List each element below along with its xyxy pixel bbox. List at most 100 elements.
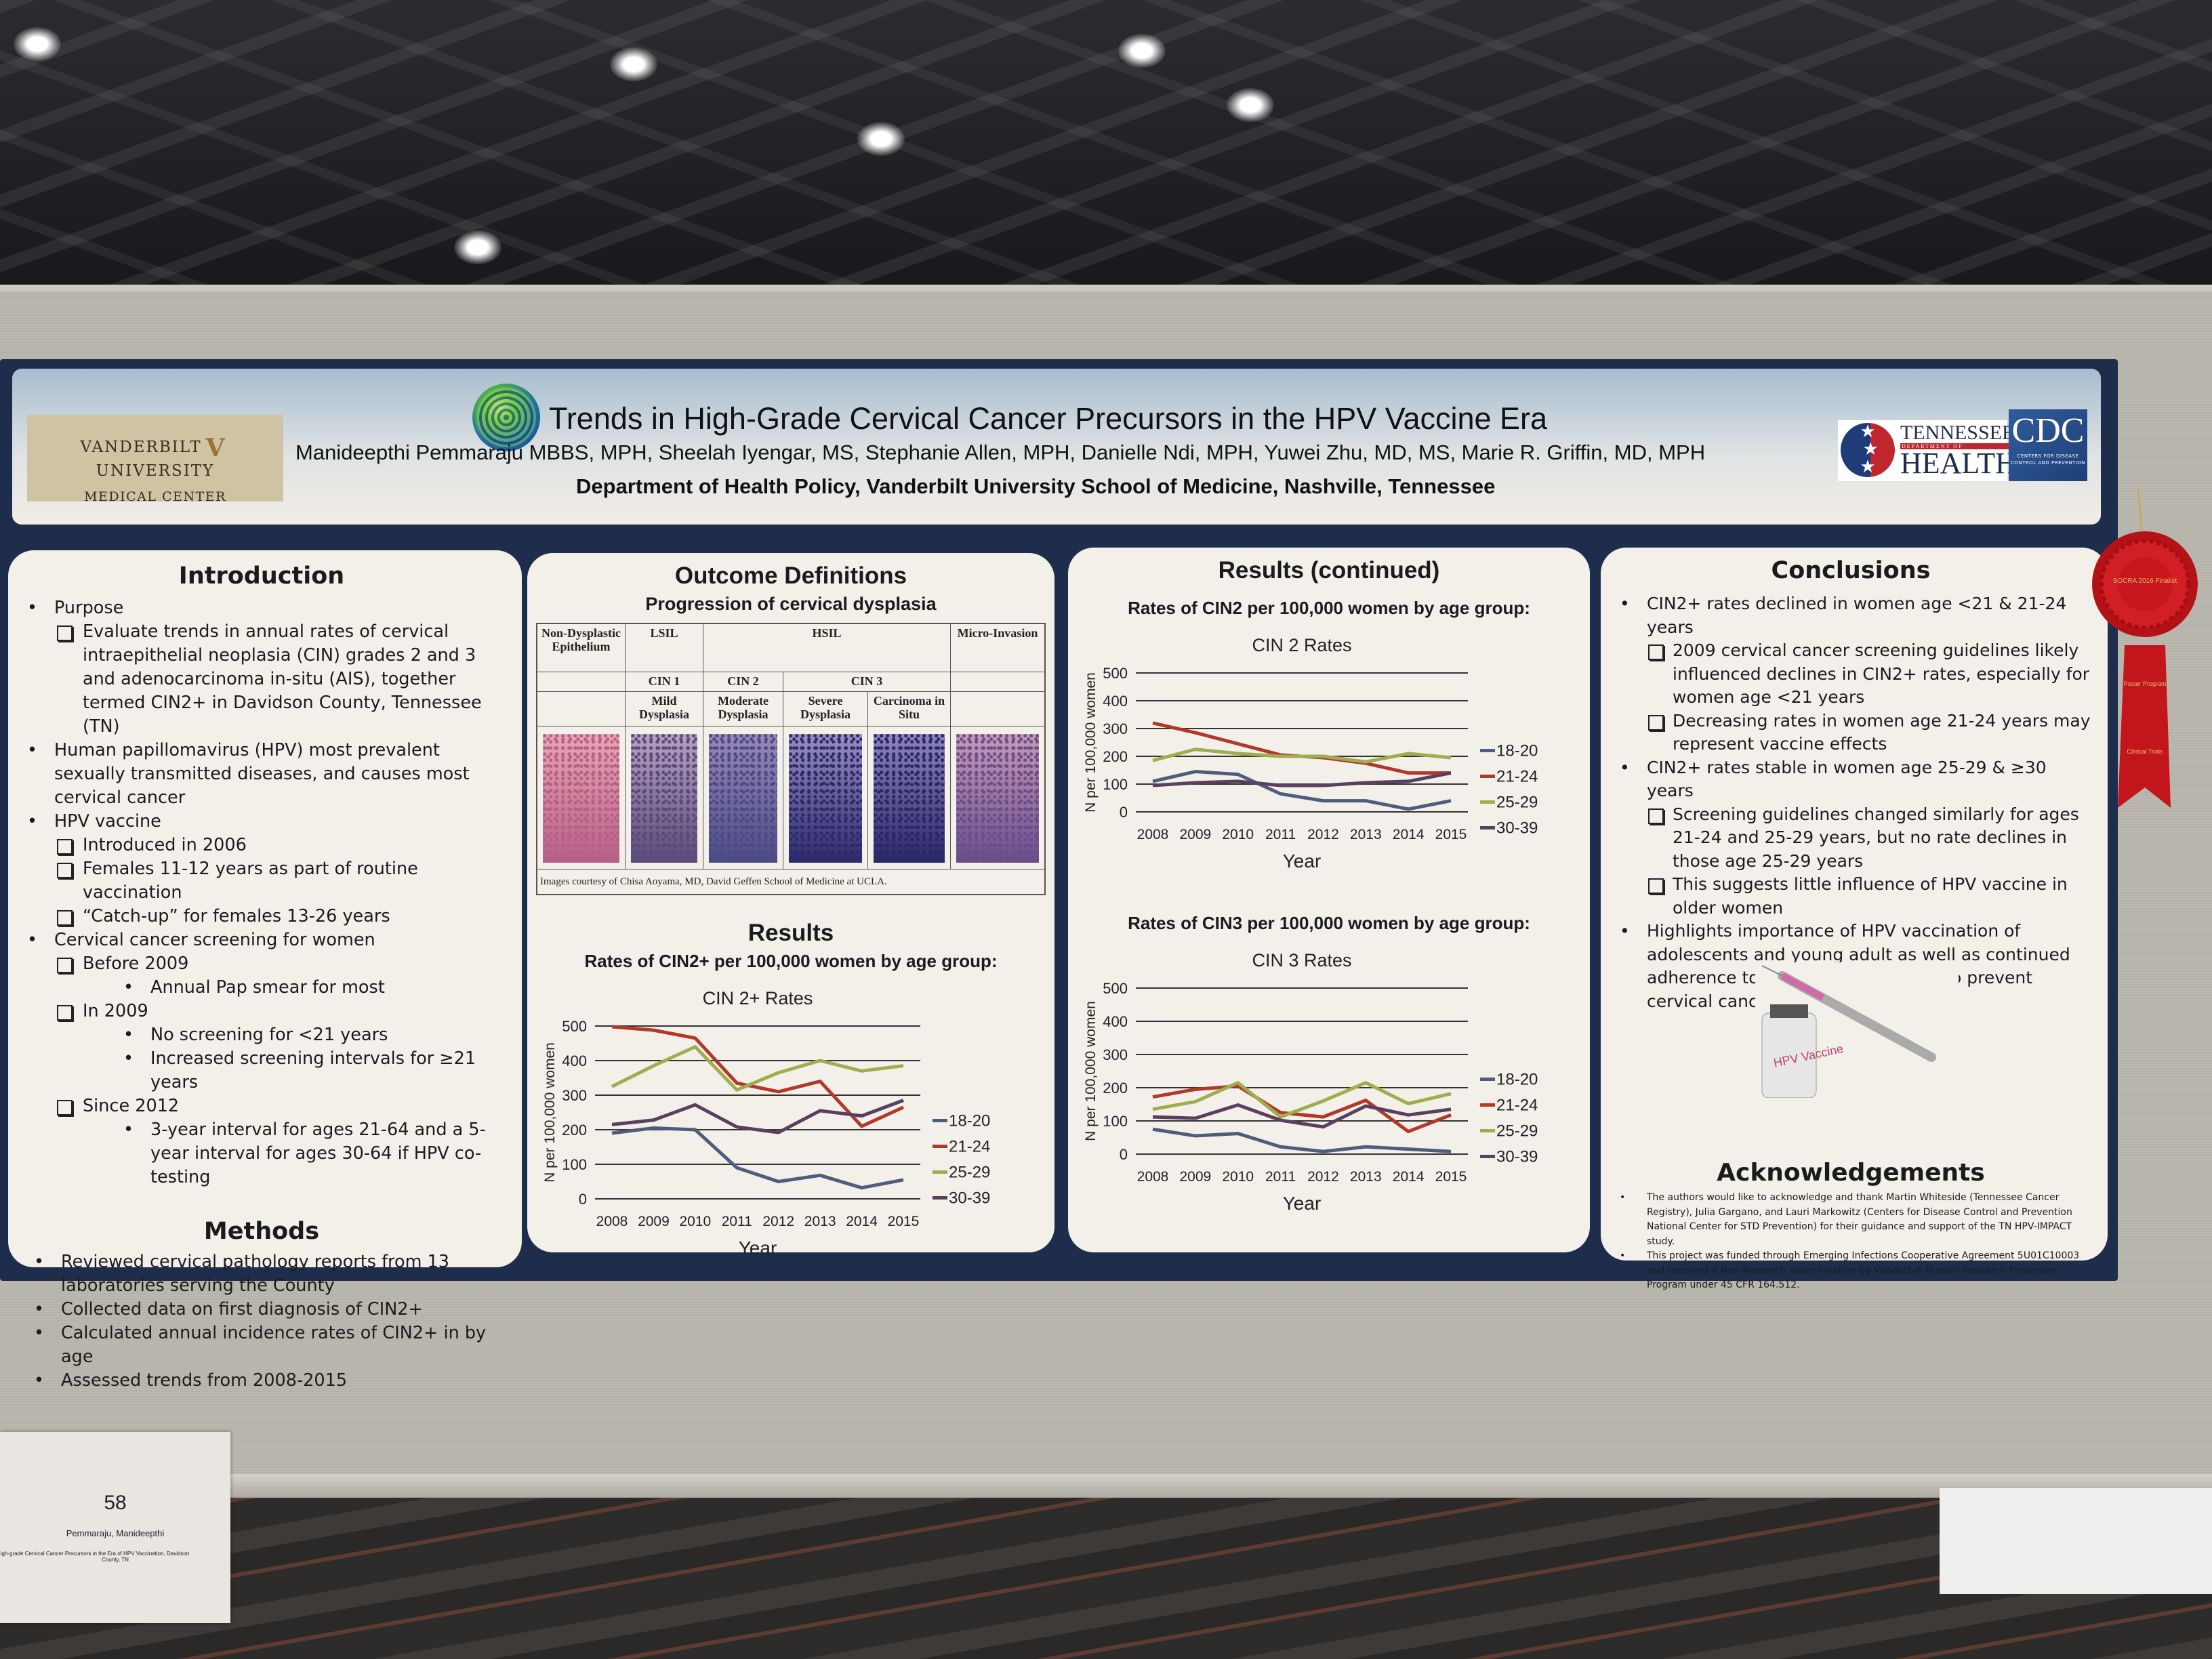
table-cell — [537, 672, 626, 691]
poster-title: Trends in High-Grade Cervical Cancer Pre… — [549, 401, 1548, 436]
list-item: • Cervical cancer screening for women — [15, 928, 508, 952]
y-axis-label: N per 100,000 women — [542, 1042, 558, 1183]
affiliation: Department of Health Policy, Vanderbilt … — [576, 474, 1496, 498]
ceiling-light — [857, 122, 905, 156]
cin2-rates-chart: CIN 2 Rates 0 100 200 300 400 500 2008 2009 2010 2… — [1083, 635, 1538, 872]
list-item: • No screening for <21 years — [15, 1023, 508, 1047]
bullet-icon: • — [27, 598, 38, 618]
x-tick-label: 2012 — [1307, 1169, 1339, 1185]
x-tick-label: 2008 — [1137, 1169, 1169, 1185]
x-tick-label: 2012 — [1307, 827, 1339, 842]
logo-text: MEDICAL CENTER — [84, 489, 226, 504]
list-item-text: “Catch-up” for females 13-26 years — [83, 906, 390, 926]
list-item-text: Annual Pap smear for most — [150, 977, 385, 998]
checkbox-bullet-icon — [57, 958, 73, 973]
x-tick-label: 2011 — [1265, 827, 1296, 842]
section-heading: Introduction — [178, 562, 345, 590]
list-item: • Human papillomavirus (HPV) most prevale… — [15, 739, 508, 810]
x-tick-label: 2009 — [638, 1214, 670, 1229]
checkbox-bullet-icon — [57, 910, 73, 926]
list-item-text: Evaluate trends in annual rates of cervi… — [83, 621, 482, 737]
list-item: • Increased screening intervals for ≥21 y… — [15, 1047, 508, 1094]
histology-image — [543, 734, 619, 863]
series-line-18-20 — [1152, 1127, 1452, 1153]
list-item-text: Purpose — [54, 598, 124, 618]
list-item-text: Introduced in 2006 — [83, 835, 247, 855]
list-item-text: Highlights importance of HPV vaccination… — [1647, 921, 2070, 1011]
section-heading: Methods — [203, 1218, 320, 1245]
list-item-text: Before 2009 — [83, 954, 189, 974]
list-item: Females 11-12 years as part of routine v… — [15, 857, 508, 905]
list-item-text: This suggests little influence of HPV va… — [1673, 874, 2068, 918]
introduction-panel: Introduction • Purpose Evaluate trends in … — [8, 550, 522, 1391]
oak-leaf-v-icon: V — [205, 434, 226, 462]
section-heading: Outcome Definitions — [674, 562, 907, 589]
list-item: • 3-year interval for ages 21-64 and a 5-… — [15, 1118, 508, 1189]
y-tick-label: 0 — [1120, 804, 1128, 821]
x-tick-label: 2014 — [1393, 1169, 1425, 1185]
logo-text: CDC — [2011, 411, 2085, 450]
y-tick-label: 200 — [1103, 748, 1128, 765]
chart-title: CIN 3 Rates — [1252, 950, 1351, 970]
bullet-icon: • — [34, 1299, 45, 1319]
ceiling-light — [610, 47, 657, 81]
list-item: Decreasing rates in women age 21-24 year… — [1607, 710, 2094, 756]
table-cell: Moderate Dysplasia — [703, 692, 783, 726]
image-credit: Images courtesy of Chisa Aoyama, MD, Dav… — [540, 876, 887, 887]
checkbox-bullet-icon — [1648, 808, 1664, 824]
x-axis-label: Year — [739, 1237, 777, 1258]
y-tick-label: 0 — [579, 1191, 587, 1208]
logo-text: DEPARTMENT OF — [1900, 443, 2017, 449]
list-item-text: Collected data on first diagnosis of CIN… — [61, 1299, 423, 1319]
chart-title: CIN 2 Rates — [1252, 635, 1351, 655]
ribbon-text: Clinical Trials — [2127, 748, 2163, 755]
legend-label: 25-29 — [1496, 794, 1538, 812]
x-tick-label: 2011 — [1265, 1169, 1296, 1185]
y-tick-label: 200 — [1103, 1080, 1128, 1097]
table-cell: Severe Dysplasia — [783, 692, 868, 726]
series-line-30-39 — [1152, 1103, 1452, 1129]
list-item: This suggests little influence of HPV va… — [1607, 873, 2094, 920]
poster-title-small: igh-grade Cervical Cancer Precursors in … — [0, 1551, 190, 1557]
hpv-virus-icon — [472, 384, 540, 451]
list-item: 2009 cervical cancer screening guideline… — [1607, 639, 2094, 710]
subheading: Progression of cervical dysplasia — [645, 594, 937, 614]
x-tick-label: 2010 — [1222, 827, 1254, 842]
section-heading: Results — [747, 920, 834, 946]
series-line-18-20 — [1152, 770, 1452, 811]
list-item: • CIN2+ rates stable in women age 25-29 &… — [1607, 756, 2094, 803]
x-tick-label: 2014 — [1393, 827, 1425, 842]
series-line-25-29 — [1152, 1081, 1452, 1119]
y-tick-label: 500 — [1103, 665, 1128, 682]
histology-image — [631, 734, 697, 863]
bullet-icon: • — [27, 740, 38, 760]
list-item-text: Assessed trends from 2008-2015 — [61, 1370, 348, 1391]
chart-title: CIN 2+ Rates — [703, 988, 813, 1008]
x-tick-label: 2013 — [804, 1214, 836, 1229]
checkbox-bullet-icon — [57, 863, 73, 878]
poster-number-sign: 58 Pemmaraju, Manideepthi igh-grade Cerv… — [0, 1432, 230, 1623]
acknowledgements-list: • The authors would like to acknowledge a… — [1607, 1191, 2094, 1293]
bullet-icon: • — [1620, 757, 1630, 777]
checkbox-bullet-icon — [1648, 714, 1664, 731]
x-tick-label: 2013 — [1350, 827, 1382, 842]
ceiling-light — [1118, 34, 1166, 68]
cdc-logo: CDC CENTERS FOR DISEASE CONTROL AND PREV… — [2009, 409, 2087, 481]
y-tick-label: 400 — [562, 1052, 587, 1069]
histology-image — [789, 734, 862, 863]
table-cell — [537, 692, 626, 726]
y-tick-label: 400 — [1103, 1013, 1128, 1030]
list-item-text: This project was funded through Emerging… — [1647, 1250, 2080, 1290]
author-list: Manideepthi Pemmaraju MBBS, MPH, Sheelah… — [295, 441, 1706, 464]
results-continued-panel: Results (continued) Rates of CIN2 per 10… — [1068, 548, 1590, 1252]
carpet-floor — [0, 1498, 2212, 1659]
table-cell — [951, 672, 1044, 691]
y-tick-label: 100 — [562, 1156, 587, 1173]
histology-image — [956, 734, 1039, 863]
bullet-icon: • — [123, 1048, 134, 1069]
bullet-icon: • — [123, 1120, 134, 1140]
list-item-text: Screening guidelines changed similarly f… — [1673, 804, 2079, 871]
series-line-18-20 — [611, 1126, 904, 1190]
logo-text: HEALTH — [1900, 447, 2017, 480]
legend-label: 21-24 — [1496, 1097, 1538, 1115]
